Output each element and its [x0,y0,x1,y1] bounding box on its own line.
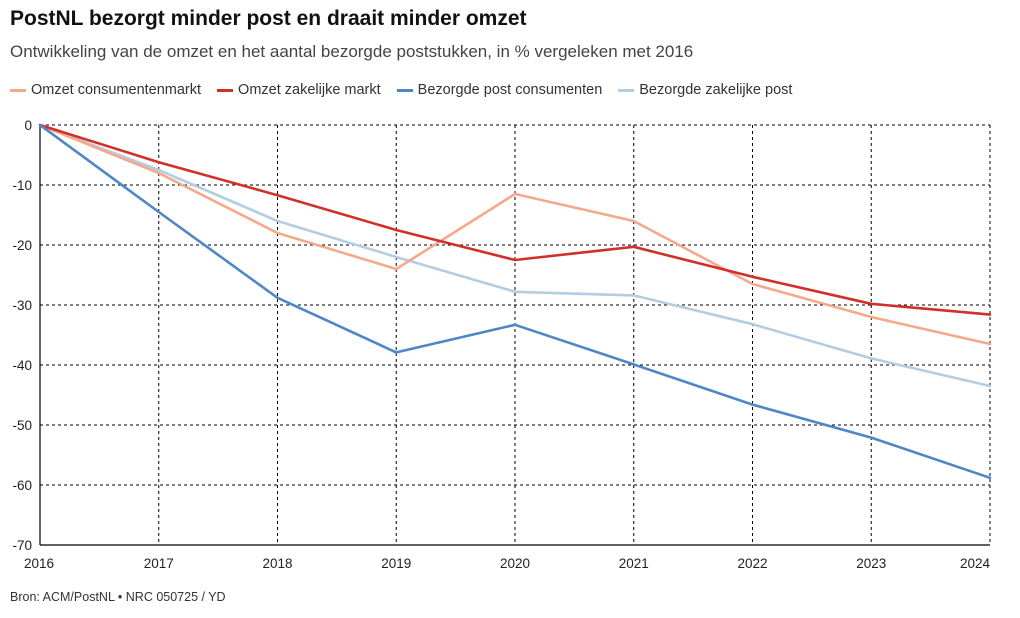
x-tick-label: 2018 [262,556,292,571]
series-line-omzet-consumentenmarkt [38,123,992,346]
x-tick-label: 2023 [856,556,886,571]
y-tick-label: -20 [12,238,32,253]
legend-label: Bezorgde zakelijke post [639,82,793,98]
legend-item: Bezorgde zakelijke post [618,82,792,98]
x-tick-label: 2017 [144,556,174,571]
legend-swatch [217,88,234,92]
x-tick-label: 2016 [24,556,54,571]
x-tick-label: 2020 [500,556,530,571]
series-line-bezorgde-zakelijke-post [38,123,992,388]
x-tick-label: 2022 [737,556,767,571]
source-note: Bron: ACM/PostNL • NRC 050725 / YD [10,590,226,604]
legend-label: Bezorgde post consumenten [417,82,603,98]
series-line-bezorgde-post-consumenten [38,123,992,480]
y-tick-label: -70 [12,538,32,553]
chart-title: PostNL bezorgt minder post en draait min… [10,7,527,30]
legend-item: Bezorgde post consumenten [396,82,603,98]
x-tick-label: 2021 [619,556,649,571]
legend-label: Omzet zakelijke markt [238,82,381,98]
legend-swatch [10,88,26,92]
x-tick-label: 2019 [381,556,411,571]
chart-subtitle: Ontwikkeling van de omzet en het aantal … [10,42,694,61]
y-tick-label: -30 [12,298,32,313]
legend: Omzet consumentenmarkt Omzet zakelijke ma… [10,82,792,98]
x-tick-label: 2024 [960,556,991,571]
legend-item: Omzet consumentenmarkt [10,82,201,98]
y-tick-label: -60 [12,478,32,493]
series-line-omzet-zakelijke-markt [38,123,992,316]
legend-swatch [396,88,413,92]
y-tick-label: -10 [12,178,32,193]
y-tick-label: -50 [12,418,32,433]
y-tick-label: 0 [24,118,32,133]
legend-item: Omzet zakelijke markt [217,82,381,98]
legend-swatch [618,88,635,92]
y-tick-label: -40 [12,358,32,373]
legend-label: Omzet consumentenmarkt [31,82,202,98]
